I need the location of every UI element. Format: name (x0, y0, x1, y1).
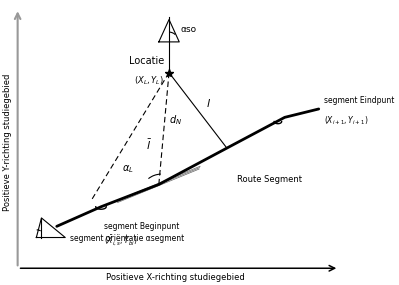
Text: $(X_L,Y_L)$: $(X_L,Y_L)$ (134, 74, 164, 87)
Text: αso: αso (181, 25, 197, 34)
Text: $\alpha_L$: $\alpha_L$ (122, 163, 133, 175)
Text: Route Segment: Route Segment (237, 175, 302, 184)
Text: segment Beginpunt: segment Beginpunt (105, 222, 180, 231)
Text: $l$: $l$ (206, 97, 211, 109)
Text: segment Eindpunt: segment Eindpunt (324, 96, 394, 105)
Text: $d_N$: $d_N$ (169, 113, 182, 127)
Text: $(\bar{X}_{i,s},Y_{bi})$: $(\bar{X}_{i,s},Y_{bi})$ (105, 233, 138, 247)
Text: Locatie: Locatie (129, 56, 164, 66)
Text: Positieve Y-richting studiegebied: Positieve Y-richting studiegebied (3, 74, 12, 211)
Text: $\bar{l}$: $\bar{l}$ (146, 138, 152, 152)
Text: segment oriëntatie αsegment: segment oriëntatie αsegment (70, 234, 185, 243)
Text: Positieve X-richting studiegebied: Positieve X-richting studiegebied (107, 273, 245, 282)
Text: $(X_{i+1},Y_{i+1})$: $(X_{i+1},Y_{i+1})$ (324, 115, 368, 127)
